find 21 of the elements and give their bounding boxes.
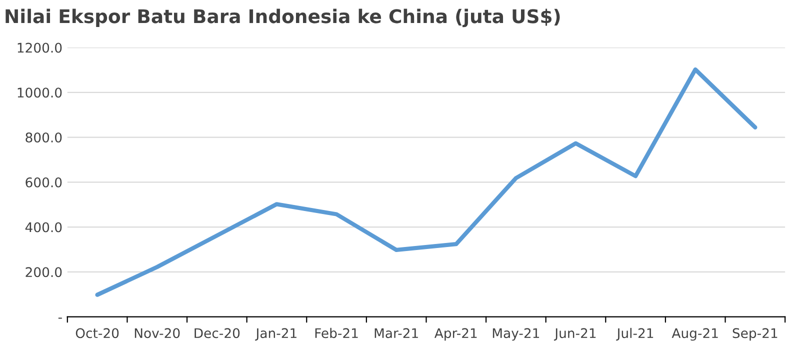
- y-tick-label: 1200.0: [18, 42, 62, 53]
- y-tick-label: 800.0: [26, 132, 62, 142]
- x-tick-label: Jan-21: [255, 328, 296, 341]
- x-tick-label: Mar-21: [374, 328, 418, 338]
- line-series: [95, 67, 758, 297]
- x-tick-label: Dec-20: [194, 328, 240, 338]
- x-tick-label: Jun-21: [554, 328, 596, 341]
- y-tick-label: 200.0: [26, 267, 62, 278]
- x-tick-label: Oct-20: [76, 328, 119, 338]
- y-tick-label: 600.0: [26, 177, 62, 188]
- x-tick-label: Apr-21: [434, 328, 477, 341]
- x-tick-label: Nov-20: [134, 328, 180, 338]
- x-tick-label: Jul-21: [616, 328, 654, 341]
- x-tick-label: Sep-21: [732, 328, 778, 341]
- chart-title: Nilai Ekspor Batu Bara Indonesia ke China (juta US$): [6, 8, 560, 28]
- y-tick-label: -: [58, 318, 62, 319]
- x-tick-label: May-21: [492, 328, 540, 341]
- y-tick-label: 400.0: [25, 222, 62, 232]
- x-tick-label: Feb-21: [315, 328, 358, 338]
- y-tick-label: 1000.0: [18, 88, 62, 98]
- x-tick-label: Aug-21: [672, 328, 718, 341]
